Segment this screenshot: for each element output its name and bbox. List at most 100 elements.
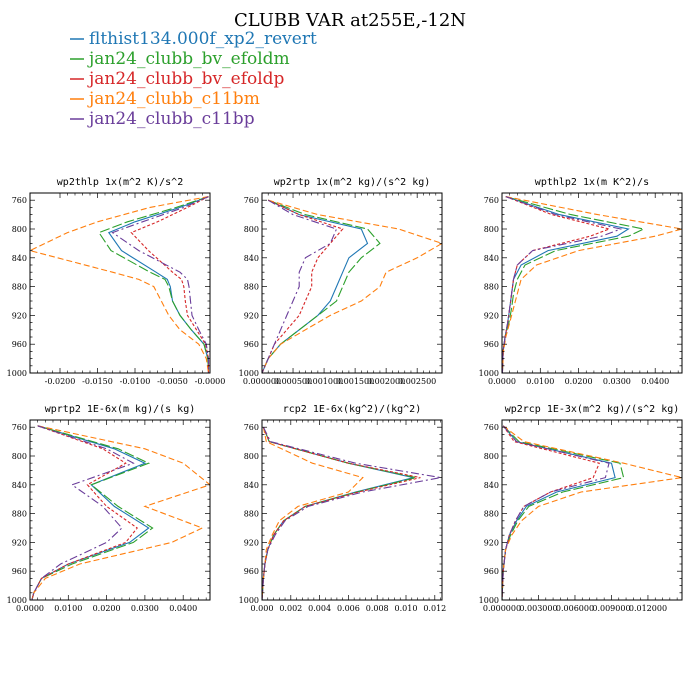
y-tick-label: 760 [484, 196, 499, 205]
x-tick-label: -0.0000 [195, 377, 226, 386]
series-line [111, 196, 210, 373]
x-tick-label: 0.006000 [556, 604, 594, 613]
legend-item: flthist134.000f_xp2_revert [70, 29, 317, 49]
y-tick-label: 840 [244, 481, 259, 490]
x-tick-label: 0.012 [423, 604, 446, 613]
y-tick-label: 880 [12, 283, 27, 292]
legend-item: jan24_clubb_c11bp [70, 109, 255, 129]
y-tick-label: 840 [484, 481, 499, 490]
panel-title: wpthlp2 1x(m K^2)/s [535, 177, 649, 188]
legend-item: jan24_clubb_bv_efoldm [70, 49, 290, 69]
x-tick-label: 0.001000 [305, 377, 343, 386]
legend-item: jan24_clubb_c11bm [70, 89, 260, 109]
series-line [31, 425, 210, 600]
panel-title: wp2rcp 1E-3x(m^2 kg)/(s^2 kg) [505, 404, 680, 415]
series-line [502, 196, 623, 373]
y-tick-label: 880 [244, 283, 259, 292]
legend-label: jan24_clubb_c11bm [87, 89, 260, 109]
y-tick-label: 760 [12, 196, 27, 205]
y-tick-label: 800 [484, 452, 499, 461]
y-tick-label: 840 [12, 481, 27, 490]
x-tick-label: 0.003000 [519, 604, 557, 613]
x-tick-label: 0.0200 [93, 604, 121, 613]
legend: flthist134.000f_xp2_revertjan24_clubb_bv… [70, 29, 317, 129]
series-line [262, 426, 414, 600]
chart-panel: rcp2 1E-6x(kg^2)/(kg^2) 760 800 840 880 920 96… [239, 404, 447, 613]
y-tick-label: 1000 [239, 596, 259, 605]
x-tick-label: 0.0000 [488, 377, 516, 386]
series-line [502, 425, 601, 600]
chart-panel: wp2rcp 1E-3x(m^2 kg)/(s^2 kg) 760 800 840 88… [479, 404, 683, 613]
series-line [262, 199, 369, 373]
x-tick-label: 0.0300 [603, 377, 631, 386]
x-tick-label: 0.010 [395, 604, 418, 613]
plot-frame [29, 419, 211, 601]
plot-frame [501, 192, 683, 374]
x-tick-label: 0.0100 [54, 604, 82, 613]
panel-title: rcp2 1E-6x(kg^2)/(kg^2) [283, 404, 421, 415]
series-line [107, 196, 210, 373]
y-tick-label: 920 [484, 311, 499, 320]
x-tick-label: 0.000500 [274, 377, 312, 386]
y-tick-label: 880 [12, 510, 27, 519]
series-group [262, 426, 441, 600]
legend-label: jan24_clubb_c11bp [87, 109, 255, 129]
y-tick-label: 960 [244, 340, 259, 349]
y-tick-label: 1000 [239, 369, 259, 378]
x-tick-label: -0.0150 [82, 377, 113, 386]
figure-title: CLUBB VAR at255E,-12N [234, 10, 466, 31]
y-tick-label: 960 [244, 567, 259, 576]
series-line [98, 196, 210, 373]
y-tick-label: 760 [244, 196, 259, 205]
x-tick-label: 0.001500 [336, 377, 374, 386]
y-tick-label: 920 [12, 538, 27, 547]
series-line [130, 196, 210, 373]
y-tick-label: 800 [12, 452, 27, 461]
y-tick-label: 960 [484, 340, 499, 349]
chart-panel: wprtp2 1E-6x(m kg)/(s kg) 760 800 840 880 920… [7, 404, 211, 613]
chart-panel: wpthlp2 1x(m K^2)/s 760 800 840 880 920 960 100… [479, 177, 683, 386]
x-tick-label: 0.009000 [592, 604, 630, 613]
y-tick-label: 920 [244, 311, 259, 320]
panels: wp2thlp 1x(m^2 K)/s^2 760 800 840 880 920 960 1… [7, 177, 683, 613]
plot-frame [261, 419, 443, 601]
series-line [31, 425, 135, 600]
series-group [30, 196, 210, 373]
y-tick-label: 800 [12, 225, 27, 234]
y-tick-label: 920 [484, 538, 499, 547]
series-line [502, 425, 682, 600]
y-tick-label: 800 [244, 225, 259, 234]
series-group [502, 196, 682, 373]
series-line [262, 199, 344, 373]
panel-title: wp2thlp 1x(m^2 K)/s^2 [57, 177, 183, 188]
y-tick-label: 840 [484, 254, 499, 263]
chart-panel: wp2rtp 1x(m^2 kg)/(s^2 kg) 760 800 840 880 92… [239, 177, 443, 386]
series-group [31, 425, 210, 600]
x-tick-label: 0.0000 [16, 604, 44, 613]
series-line [31, 425, 138, 600]
x-tick-label: 0.000000 [483, 604, 521, 613]
series-line [262, 426, 417, 600]
legend-label: flthist134.000f_xp2_revert [89, 29, 317, 49]
series-line [262, 426, 441, 600]
y-tick-label: 920 [244, 538, 259, 547]
x-tick-label: 0.002000 [367, 377, 405, 386]
series-group [502, 425, 682, 600]
plot-frame [501, 419, 683, 601]
series-line [502, 196, 630, 373]
series-line [502, 196, 682, 373]
x-tick-label: 0.0400 [641, 377, 669, 386]
series-line [262, 426, 421, 600]
y-tick-label: 1000 [479, 369, 499, 378]
y-tick-label: 840 [244, 254, 259, 263]
plot-frame [261, 192, 443, 374]
y-tick-label: 760 [484, 423, 499, 432]
series-line [502, 425, 616, 600]
series-line [262, 199, 442, 373]
y-tick-label: 800 [484, 225, 499, 234]
legend-label: jan24_clubb_bv_efoldp [87, 69, 285, 89]
x-tick-label: 0.006 [337, 604, 360, 613]
y-tick-label: 1000 [479, 596, 499, 605]
x-tick-label: -0.0200 [45, 377, 76, 386]
